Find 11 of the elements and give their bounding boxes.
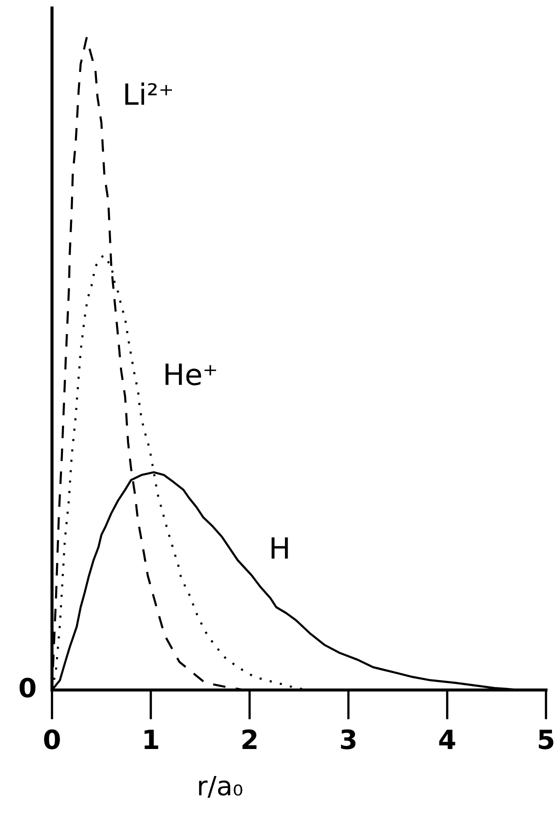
series-label: H bbox=[272, 537, 288, 559]
x-tick-label: 5 bbox=[538, 730, 554, 750]
text: 0 bbox=[20, 678, 36, 698]
series-label: Li²⁺ bbox=[125, 82, 172, 105]
x-tick-label: 1 bbox=[144, 730, 158, 749]
series-label: He⁺ bbox=[166, 364, 216, 386]
x-tick-label: 3 bbox=[340, 729, 356, 750]
x-axis-title: r/a₀ bbox=[199, 776, 242, 798]
x-tick-label: 0 bbox=[44, 729, 60, 750]
x-tick-label: 4 bbox=[439, 730, 456, 749]
x-tick-label: 2 bbox=[242, 729, 256, 749]
